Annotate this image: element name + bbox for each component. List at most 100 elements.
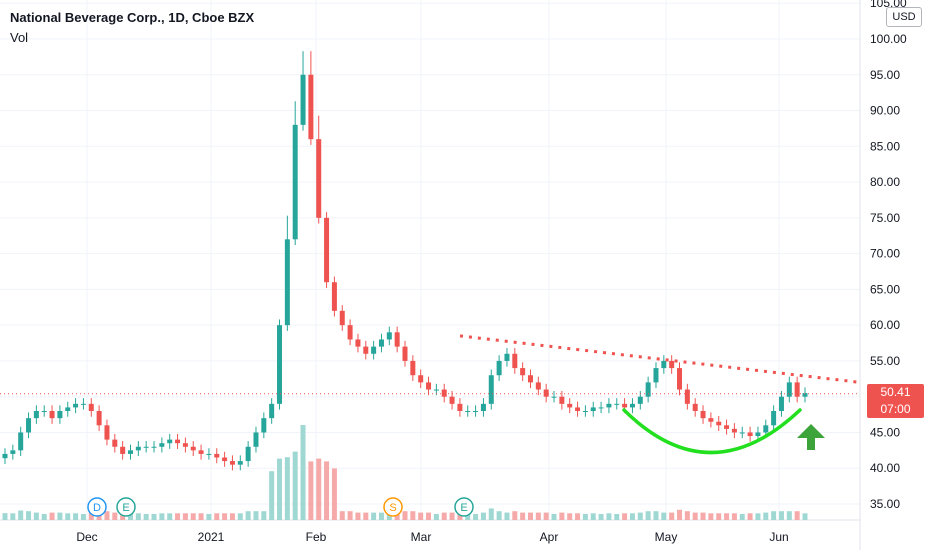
currency-button[interactable]: USD — [886, 7, 922, 27]
volume-bar — [10, 513, 16, 520]
candle-body — [622, 403, 628, 408]
event-circle — [383, 497, 403, 517]
candle-body — [778, 396, 784, 411]
candle-body — [159, 443, 165, 447]
event-marker: D — [87, 497, 107, 517]
candle-body — [206, 453, 212, 455]
volume-bar — [786, 511, 792, 520]
volume-bar — [575, 513, 581, 520]
candle-body — [65, 407, 71, 411]
candle-body — [347, 325, 353, 340]
candle-body — [512, 353, 518, 369]
time-axis-label: Mar — [411, 530, 432, 544]
price-axis-label: 55.00 — [870, 354, 900, 368]
arrow-shape — [797, 424, 825, 450]
candle-body — [10, 450, 16, 454]
candle-body — [739, 432, 745, 434]
volume-bar — [473, 514, 479, 520]
price-axis-label: 85.00 — [870, 139, 900, 153]
candle-body — [2, 453, 8, 459]
candle-body — [473, 411, 479, 412]
event-label: D — [93, 502, 101, 514]
candle-body — [731, 428, 737, 433]
candle-body — [504, 353, 510, 361]
volume-bar — [300, 425, 306, 520]
volume-bar — [143, 514, 149, 520]
volume-bar — [378, 512, 384, 520]
candle-body — [237, 461, 243, 465]
volume-bar — [708, 513, 714, 520]
volume-bar — [716, 513, 722, 520]
candle-body — [535, 382, 541, 390]
volume-bar — [567, 513, 573, 520]
volume-bar — [18, 510, 24, 520]
event-marker: S — [383, 497, 403, 517]
volume-bar — [222, 513, 228, 520]
candle-body — [794, 382, 800, 397]
price-axis-label: 70.00 — [870, 247, 900, 261]
candle-body — [33, 411, 39, 419]
candle-body — [316, 139, 322, 218]
volume-bar — [229, 513, 235, 520]
candle-body — [80, 403, 86, 405]
candle-body — [198, 450, 204, 454]
volume-bar — [763, 512, 769, 520]
candle-body — [284, 239, 290, 326]
time-axis-label: Jun — [769, 530, 788, 544]
volume-bar — [214, 513, 220, 520]
candle-body — [763, 425, 769, 433]
volume-bar — [551, 514, 557, 520]
candle-body — [755, 432, 761, 437]
volume-bar — [669, 512, 675, 520]
volume-bar — [371, 512, 377, 520]
candle-body — [551, 396, 557, 398]
candle-body — [96, 411, 102, 426]
candle-body — [410, 360, 416, 376]
candle-body — [614, 403, 620, 405]
volume-bar — [57, 512, 63, 520]
volume-bar — [402, 511, 408, 520]
volume-bar — [33, 512, 39, 520]
volume-bar — [747, 513, 753, 520]
candle-body — [57, 411, 63, 419]
volume-bar — [794, 511, 800, 520]
volume-bar — [410, 511, 416, 520]
candle-body — [559, 396, 565, 404]
volume-bar — [182, 513, 188, 520]
candle-body — [629, 403, 635, 408]
candle-body — [449, 396, 455, 404]
volume-bar — [206, 514, 212, 520]
volume-bar — [465, 514, 471, 520]
volume-bar — [700, 512, 706, 520]
volume-bar — [504, 512, 510, 520]
candle-body — [253, 432, 259, 447]
volume-bar — [543, 512, 549, 520]
candle-body — [747, 432, 753, 437]
upward-arrow — [797, 424, 825, 450]
candle-body — [49, 411, 55, 419]
volume-bar — [80, 514, 86, 520]
volume-bar — [127, 513, 133, 520]
candle-body — [441, 389, 447, 397]
candle-body — [598, 407, 604, 409]
candle-body — [786, 382, 792, 397]
candle-body — [324, 217, 330, 283]
candle-body — [112, 439, 118, 447]
volume-bar — [237, 513, 243, 520]
candle-body — [582, 411, 588, 412]
candle-body — [355, 339, 361, 347]
volume-bar — [41, 514, 47, 520]
candle-body — [590, 407, 596, 411]
time-axis-label: Dec — [76, 530, 97, 544]
volume-bar — [151, 514, 157, 520]
volume-bar — [2, 513, 8, 520]
volume-bar — [347, 511, 353, 520]
volume-bar — [284, 457, 290, 520]
price-axis-label: 60.00 — [870, 318, 900, 332]
volume-bar — [292, 451, 298, 520]
candle-body — [127, 450, 133, 454]
volume-bar — [112, 512, 118, 520]
volume-bar — [245, 511, 251, 520]
